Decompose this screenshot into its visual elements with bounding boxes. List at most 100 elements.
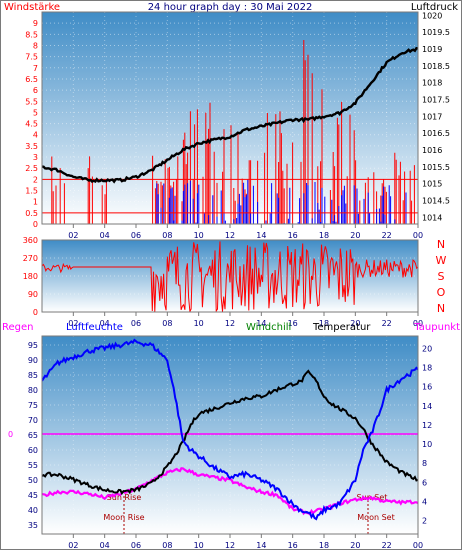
climate-grid bbox=[42, 336, 419, 534]
wind-tick-label: 0.5 bbox=[25, 209, 38, 218]
time-tick-label: 00 bbox=[413, 231, 423, 240]
direction-axis-ticks: 0 90 180 270 360 bbox=[23, 236, 38, 317]
humidity-tick-label: 95 bbox=[28, 341, 38, 350]
wind-tick-label: 3 bbox=[33, 153, 38, 162]
pressure-tick-label: 1014 bbox=[422, 213, 442, 222]
direction-tick-label: 360 bbox=[23, 236, 38, 245]
compass-letter: W bbox=[436, 254, 447, 267]
pressure-tick-label: 1020 bbox=[422, 11, 442, 20]
time-tick-label: 06 bbox=[131, 319, 141, 328]
time-tick-label: 04 bbox=[100, 231, 110, 240]
time-tick-label: 14 bbox=[256, 319, 266, 328]
pressure-line bbox=[42, 46, 418, 184]
wind-tick-label: 8 bbox=[33, 41, 38, 50]
temperature-tick-label: 8 bbox=[422, 459, 427, 468]
time-tick-label: 12 bbox=[225, 541, 235, 550]
humidity-tick-label: 60 bbox=[28, 446, 38, 455]
pressure-tick-label: 1019 bbox=[422, 45, 442, 54]
wind-tick-label: 4.5 bbox=[25, 120, 38, 129]
humidity-tick-label: 55 bbox=[28, 461, 38, 470]
temperature-tick-label: 14 bbox=[422, 402, 432, 411]
compass-letter: O bbox=[437, 286, 446, 299]
time-tick-label: 14 bbox=[256, 541, 266, 550]
pressure-tick-label: 1019.5 bbox=[422, 28, 450, 37]
direction-time-ticks: 02 04 06 08 10 12 14 16 18 20 22 00 bbox=[68, 312, 423, 328]
time-tick-label: 16 bbox=[288, 231, 298, 240]
pressure-axis-ticks: 1014 1014.5 1015 1015.5 1016 1016.5 1017 1017.5… bbox=[422, 11, 450, 222]
wind-time-ticks: 02 04 06 08 10 12 14 16 18 20 22 00 bbox=[68, 224, 423, 240]
humidity-tick-label: 40 bbox=[28, 506, 38, 515]
wind-tick-label: 2.5 bbox=[25, 164, 38, 173]
climate-plot-border bbox=[41, 335, 419, 535]
compass-letter: S bbox=[438, 270, 445, 283]
wind-plot-border bbox=[41, 11, 419, 225]
moonrise-label: Moon Rise bbox=[103, 513, 144, 522]
temperature-tick-label: 2 bbox=[422, 517, 427, 526]
pressure-tick-label: 1015 bbox=[422, 180, 442, 189]
time-tick-label: 22 bbox=[382, 319, 392, 328]
climate-time-ticks: 02 04 06 08 10 12 14 16 18 20 22 00 bbox=[68, 534, 423, 550]
wind-tick-label: 5 bbox=[33, 108, 38, 117]
wind-tick-label: 7 bbox=[33, 64, 38, 73]
time-tick-label: 20 bbox=[350, 541, 360, 550]
wind-tick-label: 3.5 bbox=[25, 142, 38, 151]
chart-title: 24 hour graph day : 30 Mai 2022 bbox=[148, 2, 313, 13]
time-tick-label: 08 bbox=[162, 541, 172, 550]
humidity-tick-label: 70 bbox=[28, 416, 38, 425]
time-tick-label: 04 bbox=[100, 541, 110, 550]
humidity-tick-label: 50 bbox=[28, 476, 38, 485]
pressure-tick-label: 1015.5 bbox=[422, 163, 450, 172]
temperature-tick-label: 18 bbox=[422, 364, 432, 373]
wind-pressure-panel: Windstärke 24 hour graph day : 30 Mai 20… bbox=[4, 2, 458, 240]
compass-letter: N bbox=[437, 302, 445, 315]
time-tick-label: 12 bbox=[225, 319, 235, 328]
time-tick-label: 20 bbox=[350, 319, 360, 328]
wind-tick-label: 1 bbox=[33, 198, 38, 207]
wind-bars bbox=[42, 40, 418, 224]
wind-tick-label: 7.5 bbox=[25, 53, 38, 62]
direction-tick-label: 0 bbox=[33, 308, 38, 317]
moonset-label: Moon Set bbox=[357, 513, 394, 522]
wind-tick-label: 5.5 bbox=[25, 97, 38, 106]
temperature-tick-label: 12 bbox=[422, 421, 432, 430]
legend-windchill: Windchill bbox=[246, 322, 291, 333]
time-tick-label: 06 bbox=[131, 231, 141, 240]
humidity-tick-label: 90 bbox=[28, 356, 38, 365]
time-tick-label: 22 bbox=[382, 231, 392, 240]
time-tick-label: 00 bbox=[413, 319, 423, 328]
wind-tick-label: 4 bbox=[33, 131, 38, 140]
direction-tick-label: 90 bbox=[28, 290, 38, 299]
pressure-tick-label: 1018.5 bbox=[422, 62, 450, 71]
time-tick-label: 14 bbox=[256, 231, 266, 240]
temperature-tick-label: 20 bbox=[422, 344, 432, 353]
speed-bars bbox=[156, 179, 407, 224]
wind-axis-title: Windstärke bbox=[4, 2, 60, 13]
compass-letter: N bbox=[437, 238, 445, 251]
direction-plot-border bbox=[41, 239, 419, 313]
pressure-tick-label: 1016.5 bbox=[422, 129, 450, 138]
wind-tick-label: 1.5 bbox=[25, 187, 38, 196]
wind-tick-label: 2 bbox=[33, 175, 38, 184]
legend-dewpoint: Taupunkt bbox=[413, 322, 460, 333]
time-tick-label: 18 bbox=[319, 541, 329, 550]
wind-tick-label: 0 bbox=[33, 220, 38, 229]
time-tick-label: 20 bbox=[350, 231, 360, 240]
wind-tick-label: 6.5 bbox=[25, 75, 38, 84]
time-tick-label: 08 bbox=[162, 231, 172, 240]
climate-panel: Regen Luftfeuchte Windchill Temperatur T… bbox=[2, 322, 460, 550]
temperature-axis-ticks: 2 4 6 8 10 12 14 16 18 20 bbox=[422, 344, 432, 525]
temperature-tick-label: 6 bbox=[422, 478, 427, 487]
time-tick-label: 06 bbox=[131, 541, 141, 550]
humidity-line bbox=[42, 338, 418, 521]
time-tick-label: 02 bbox=[68, 541, 78, 550]
time-tick-label: 16 bbox=[288, 319, 298, 328]
direction-line bbox=[42, 241, 418, 312]
humidity-tick-label: 85 bbox=[28, 371, 38, 380]
wind-axis-ticks: 0 0.5 1 1.5 2 2.5 3 3.5 4 4.5 5 5.5 6 6.5 7 7.5 8 8.5 9 bbox=[25, 19, 38, 229]
wind-tick-label: 6 bbox=[33, 86, 38, 95]
rain-axis-tick: 0 bbox=[8, 430, 13, 439]
humidity-tick-label: 75 bbox=[28, 401, 38, 410]
pressure-tick-label: 1014.5 bbox=[422, 196, 450, 205]
